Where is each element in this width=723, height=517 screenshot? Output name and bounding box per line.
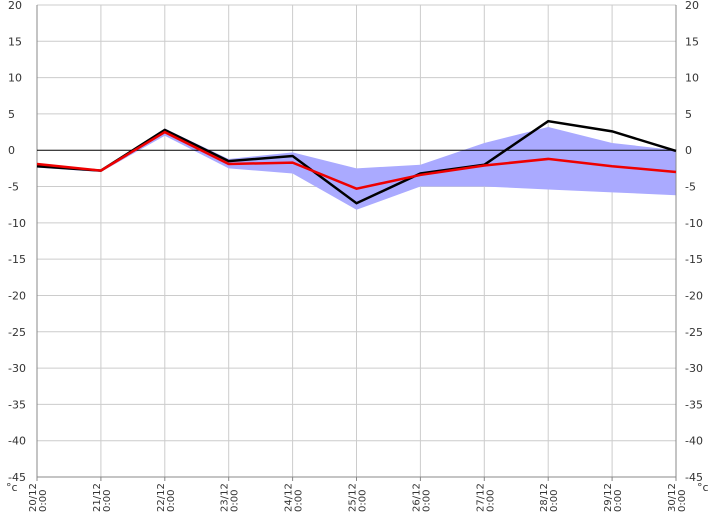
- x-tick-label-date: 25/12: [348, 483, 359, 512]
- y-tick-label-left: -5: [8, 181, 19, 194]
- x-tick-label-time: 0:00: [485, 490, 496, 512]
- y-tick-label-left: -35: [8, 398, 26, 411]
- y-tick-label-left: -20: [8, 289, 26, 302]
- y-tick-label-right: -40: [685, 435, 703, 448]
- y-tick-label-right: 20: [685, 0, 699, 12]
- y-tick-label-right: -15: [685, 253, 703, 266]
- unit-label-right: °c: [697, 481, 709, 494]
- x-tick-label-time: 0:00: [613, 490, 624, 512]
- label-layer: 20 20 15 15 10 10 5 5 0 0 -5 -5 -10 -10 -15 -15 -20 -20 -2…: [6, 0, 709, 512]
- y-tick-label-left: 10: [8, 72, 22, 85]
- y-tick-label-right: 5: [685, 108, 692, 121]
- x-tick-label-time: 0:00: [549, 490, 560, 512]
- x-tick-label-date: 20/12: [28, 483, 39, 512]
- y-tick-label-left: -10: [8, 217, 26, 230]
- y-tick-label-right: 0: [685, 144, 692, 157]
- y-tick-label-left: -15: [8, 253, 26, 266]
- y-tick-label-left: 5: [8, 108, 15, 121]
- y-tick-label-right: -30: [685, 362, 703, 375]
- x-tick-label-date: 22/12: [156, 483, 167, 512]
- x-tick-label-time: 0:00: [294, 490, 305, 512]
- y-tick-label-right: -45: [685, 471, 703, 484]
- y-tick-label-right: 15: [685, 35, 699, 48]
- x-tick-label-time: 0:00: [230, 490, 241, 512]
- y-tick-label-right: -25: [685, 326, 703, 339]
- x-tick-label-date: 30/12: [667, 483, 678, 512]
- x-tick-label-date: 24/12: [284, 483, 295, 512]
- x-tick-label-date: 23/12: [220, 483, 231, 512]
- x-tick-label-date: 27/12: [475, 483, 486, 512]
- y-tick-label-left: -30: [8, 362, 26, 375]
- series-layer: [36, 119, 677, 205]
- y-tick-label-left: -45: [8, 471, 26, 484]
- y-tick-label-right: -5: [685, 181, 696, 194]
- x-tick-label-date: 29/12: [603, 483, 614, 512]
- x-tick-label-date: 26/12: [411, 483, 422, 512]
- x-tick-label-date: 21/12: [92, 483, 103, 512]
- axis-layer: [36, 5, 677, 481]
- x-tick-label-time: 0:00: [421, 490, 432, 512]
- y-tick-label-left: 15: [8, 35, 22, 48]
- unit-label-left: °c: [6, 481, 18, 494]
- series-line-1: [36, 130, 677, 191]
- x-tick-label-time: 0:00: [38, 490, 49, 512]
- y-tick-label-left: -25: [8, 326, 26, 339]
- y-tick-label-right: -10: [685, 217, 703, 230]
- x-tick-label-time: 0:00: [677, 490, 688, 512]
- x-tick-label-time: 0:00: [358, 490, 369, 512]
- y-tick-label-right: 10: [685, 72, 699, 85]
- y-tick-label-left: 0: [8, 144, 15, 157]
- y-tick-label-right: -20: [685, 289, 703, 302]
- x-tick-label-time: 0:00: [102, 490, 113, 512]
- grid-layer: [37, 4, 676, 478]
- x-tick-label-time: 0:00: [166, 490, 177, 512]
- y-tick-label-right: -35: [685, 398, 703, 411]
- x-tick-label-date: 28/12: [539, 483, 550, 512]
- y-tick-label-left: -40: [8, 435, 26, 448]
- y-tick-label-left: 20: [8, 0, 22, 12]
